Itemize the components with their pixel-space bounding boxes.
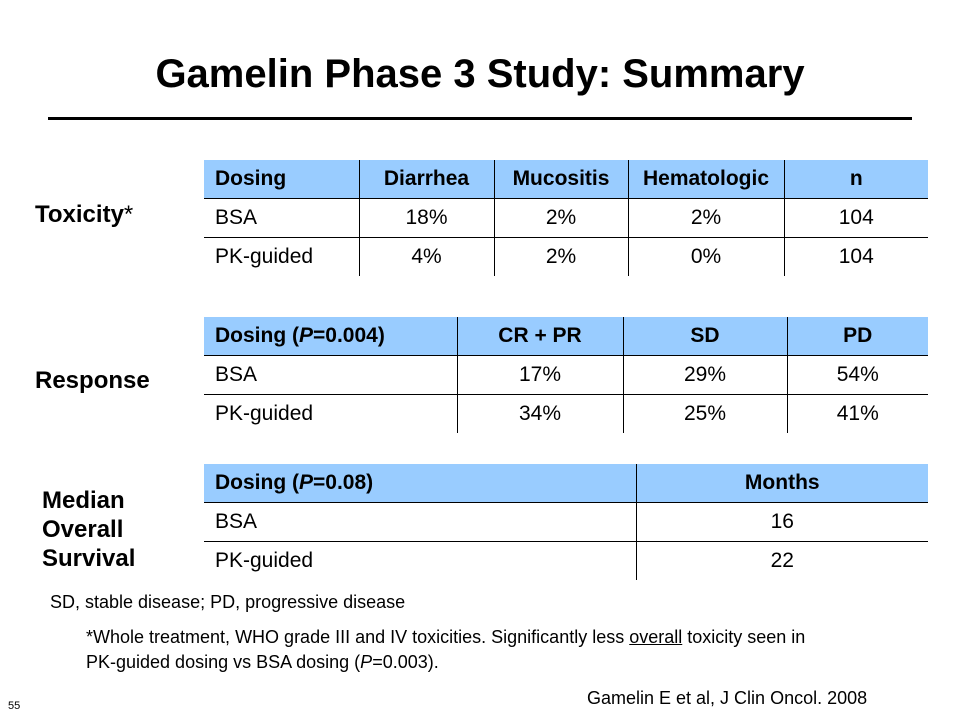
column-header: Months bbox=[635, 464, 928, 503]
toxicity-footnote-line: *Whole treatment, WHO grade III and IV t… bbox=[86, 627, 806, 647]
toxicity-footnote: *Whole treatment, WHO grade III and IV t… bbox=[86, 625, 946, 675]
table-cell: 22 bbox=[635, 541, 928, 580]
response-label: Response bbox=[35, 367, 150, 394]
citation: Gamelin E et al, J Clin Oncol. 2008 bbox=[587, 688, 868, 708]
table-header-row: Dosing Diarrhea Mucositis Hematologic n bbox=[204, 160, 928, 199]
column-header: Mucositis bbox=[493, 160, 628, 199]
table-cell: PK-guided bbox=[204, 394, 457, 433]
column-header: Diarrhea bbox=[358, 160, 494, 199]
table-cell: 16 bbox=[635, 502, 928, 542]
column-header: Hematologic bbox=[627, 160, 784, 199]
table-header-row: Dosing (P=0.004) CR + PR SD PD bbox=[204, 317, 928, 356]
column-header: CR + PR bbox=[456, 317, 623, 356]
table-cell: 18% bbox=[358, 198, 494, 238]
toxicity-label-asterisk: * bbox=[123, 201, 134, 228]
table-cell: 17% bbox=[456, 355, 623, 395]
slide-title: Gamelin Phase 3 Study: Summary bbox=[155, 52, 805, 96]
toxicity-table: Dosing Diarrhea Mucositis Hematologic n … bbox=[204, 160, 928, 276]
table-cell: 34% bbox=[456, 394, 623, 433]
table-cell: 0% bbox=[627, 237, 784, 276]
table-cell: 104 bbox=[783, 237, 928, 276]
column-header-dosing: Dosing (P=0.08) bbox=[204, 464, 636, 503]
table-cell: BSA bbox=[204, 198, 359, 238]
table-header-row: Dosing (P=0.08) Months bbox=[204, 464, 928, 503]
column-header: n bbox=[783, 160, 928, 199]
table-cell: 54% bbox=[786, 355, 928, 395]
survival-label-line: Overall bbox=[42, 516, 124, 543]
table-cell: BSA bbox=[204, 502, 636, 542]
table-cell: 2% bbox=[627, 198, 784, 238]
toxicity-label-text: Toxicity bbox=[35, 201, 124, 228]
table-cell: BSA bbox=[204, 355, 457, 395]
column-header: Dosing bbox=[204, 160, 359, 199]
column-header: SD bbox=[622, 317, 787, 356]
toxicity-footnote-line: PK-guided dosing vs BSA dosing (P=0.003)… bbox=[86, 652, 439, 672]
survival-label-line: Median bbox=[42, 487, 125, 514]
survival-table: Dosing (P=0.08) Months BSA 16 PK-guided … bbox=[204, 464, 928, 580]
survival-label: Median Overall Survival bbox=[42, 486, 135, 573]
table-cell: 25% bbox=[622, 394, 787, 433]
table-cell: 2% bbox=[493, 198, 628, 238]
abbreviation-footnote: SD, stable disease; PD, progressive dise… bbox=[50, 592, 406, 612]
table-row: BSA 16 bbox=[204, 502, 928, 542]
table-row: PK-guided 34% 25% 41% bbox=[204, 394, 928, 433]
table-cell: 2% bbox=[493, 237, 628, 276]
column-header-dosing: Dosing (P=0.004) bbox=[204, 317, 457, 356]
title-divider bbox=[48, 117, 912, 120]
table-row: BSA 17% 29% 54% bbox=[204, 355, 928, 395]
column-header: PD bbox=[786, 317, 928, 356]
table-row: BSA 18% 2% 2% 104 bbox=[204, 198, 928, 238]
table-cell: 104 bbox=[783, 198, 928, 238]
table-cell: PK-guided bbox=[204, 237, 359, 276]
table-row: PK-guided 4% 2% 0% 104 bbox=[204, 237, 928, 276]
slide-number: 55 bbox=[8, 700, 21, 712]
table-cell: 4% bbox=[358, 237, 494, 276]
table-cell: 29% bbox=[622, 355, 787, 395]
table-cell: 41% bbox=[786, 394, 928, 433]
toxicity-label: Toxicity* bbox=[35, 200, 133, 229]
table-cell: PK-guided bbox=[204, 541, 636, 580]
table-row: PK-guided 22 bbox=[204, 541, 928, 580]
survival-label-line: Survival bbox=[42, 545, 136, 572]
response-table: Dosing (P=0.004) CR + PR SD PD BSA 17% 2… bbox=[204, 317, 928, 433]
